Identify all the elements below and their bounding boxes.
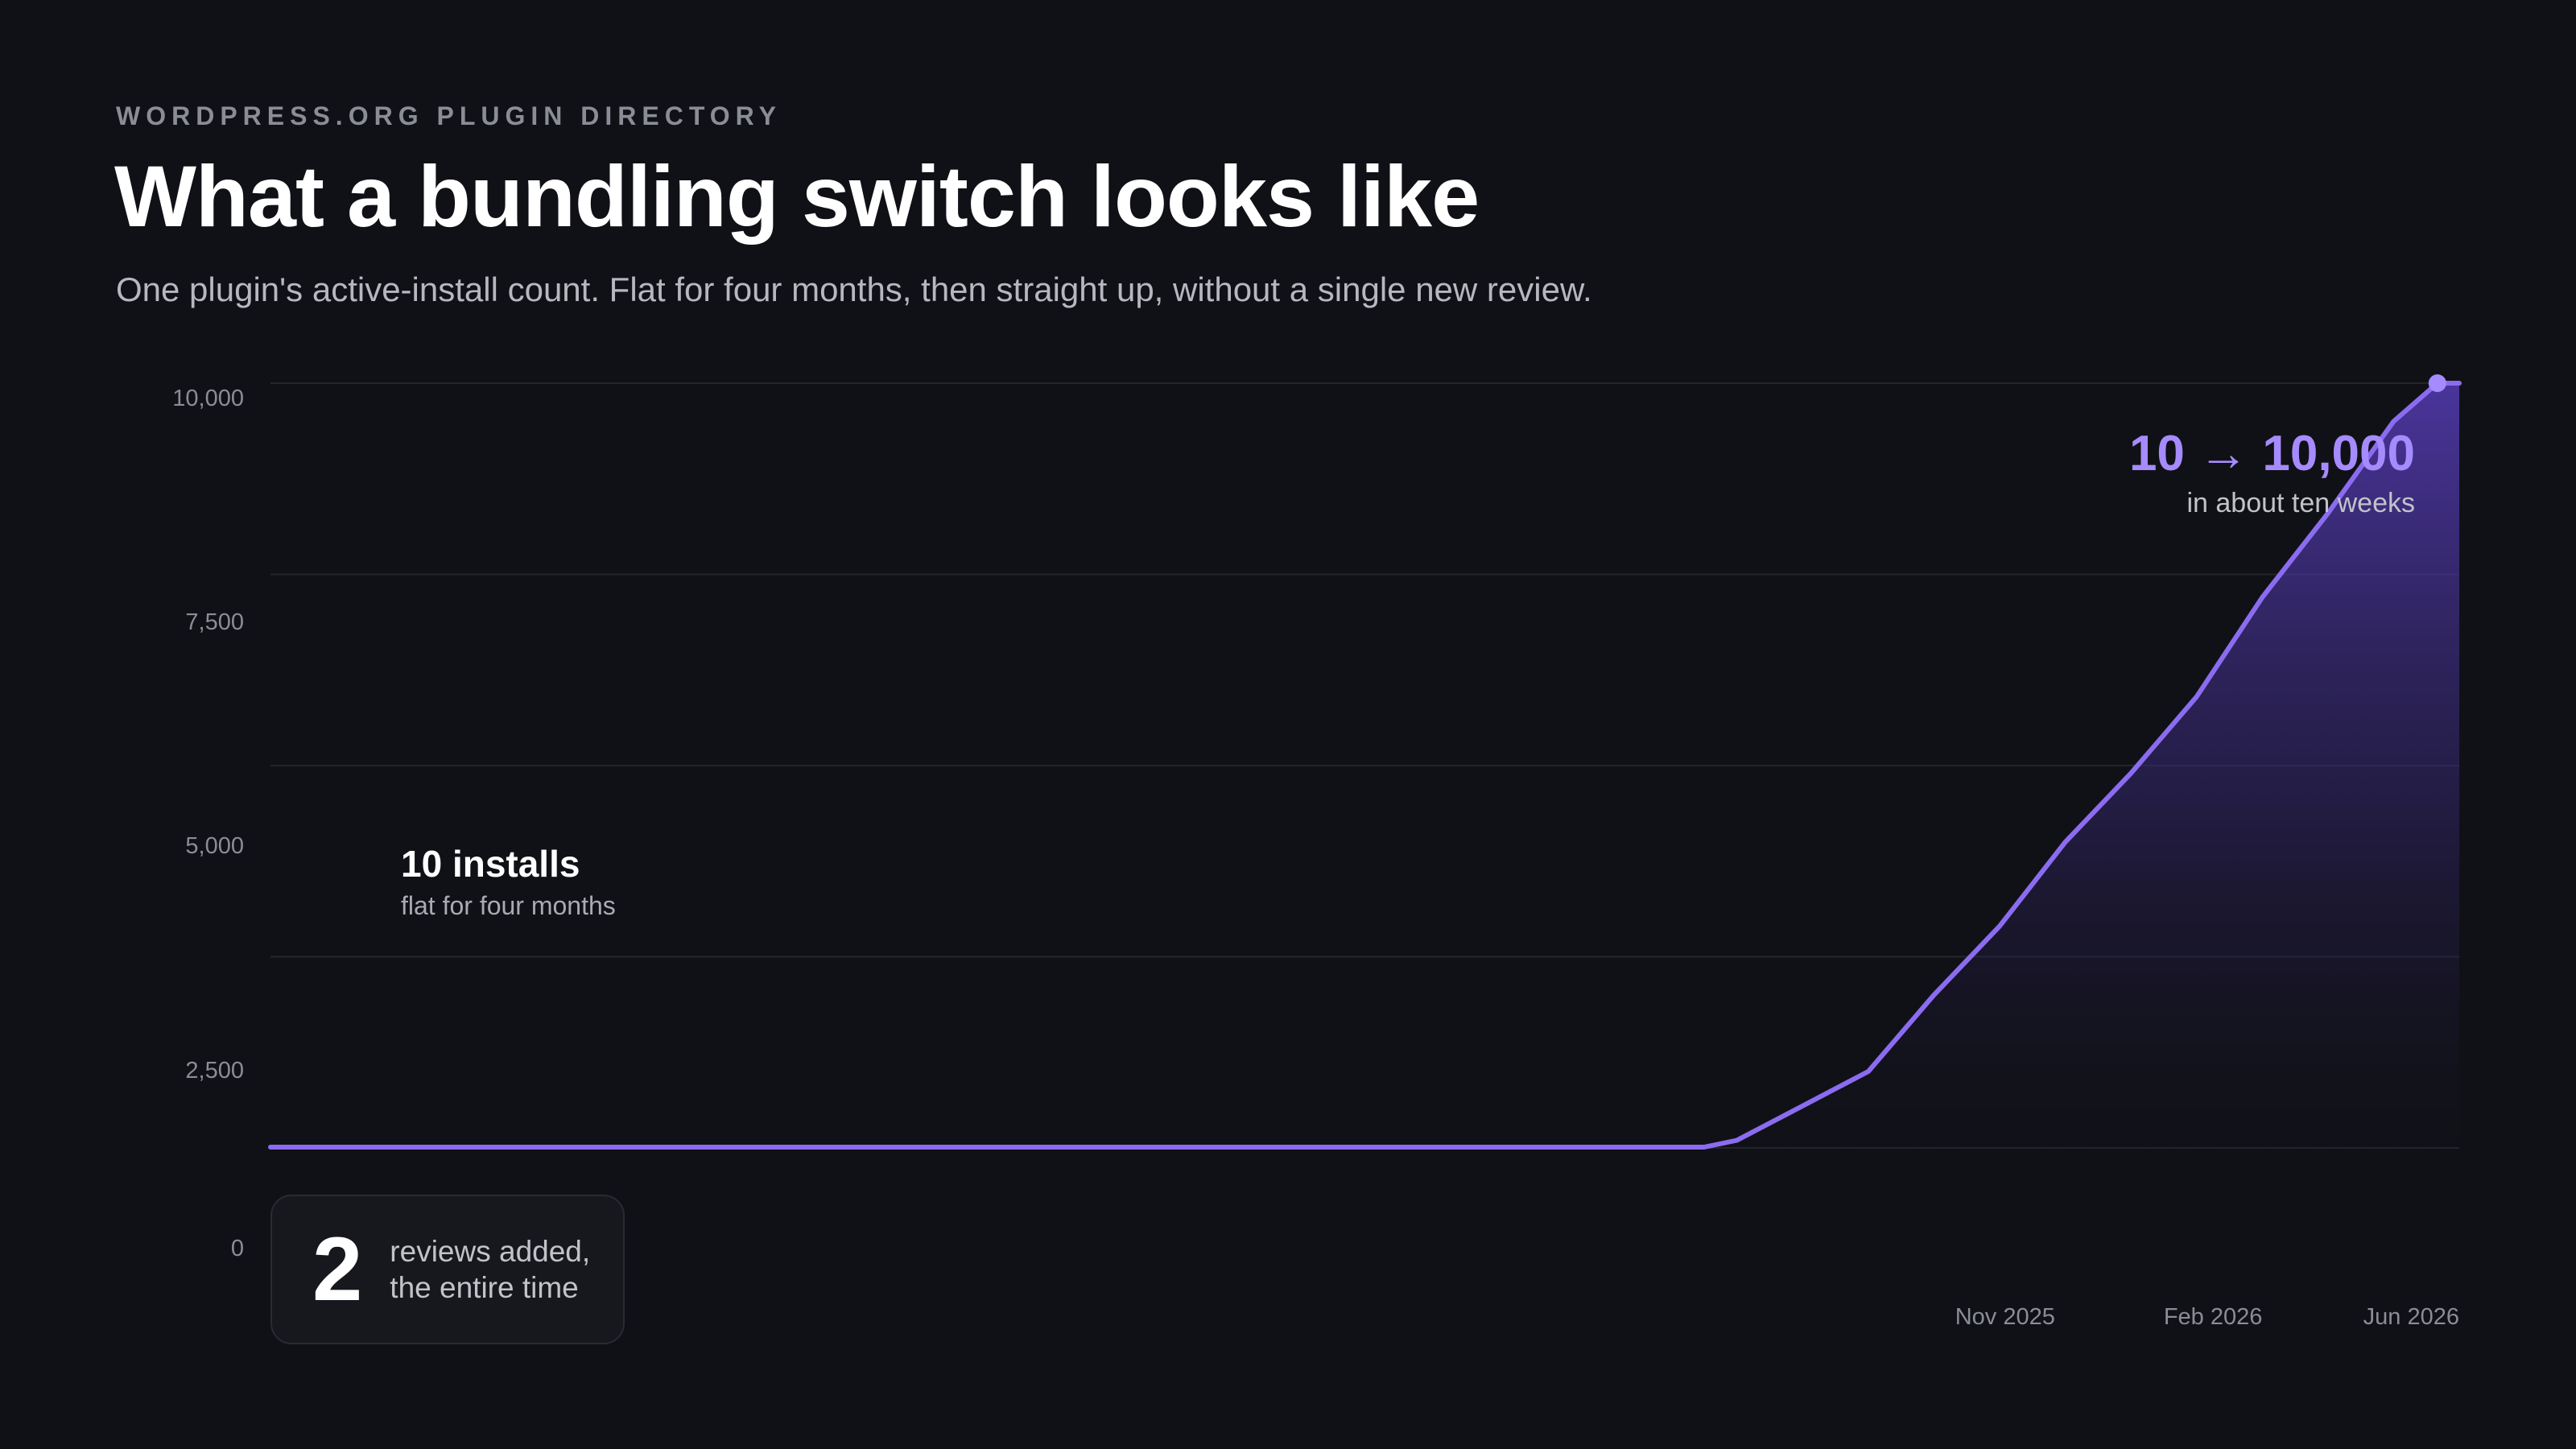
install-line (268, 381, 2462, 1150)
y-tick-label: 10,000 (172, 386, 244, 411)
x-tick-label: Jun 2026 (2363, 1304, 2459, 1330)
reviews-callout: 2 reviews added, the entire time (270, 1195, 625, 1344)
eyebrow-label: WORDPRESS.ORG PLUGIN DIRECTORY (116, 101, 782, 130)
reviews-caption: reviews added, the entire time (390, 1233, 590, 1306)
x-tick-label: Feb 2026 (2164, 1304, 2263, 1330)
flat-annotation-title: 10 installs (401, 843, 580, 885)
reviews-count: 2 (312, 1219, 363, 1319)
y-tick-label: 0 (231, 1236, 244, 1261)
y-tick-label: 2,500 (185, 1058, 244, 1084)
peak-point (2428, 374, 2446, 392)
y-axis-ticks: 0 2,500 5,000 7,500 10,000 (172, 386, 244, 1261)
y-tick-label: 7,500 (185, 609, 244, 635)
flat-annotation-subtitle: flat for four months (401, 891, 616, 920)
reviews-caption-line1: reviews added, (390, 1234, 591, 1268)
growth-annotation-subtitle: in about ten weeks (2186, 488, 2415, 518)
growth-annotation-title: 10 → 10,000 (2129, 426, 2415, 481)
y-tick-label: 5,000 (185, 833, 244, 859)
install-area (1703, 383, 2459, 1148)
x-axis-ticks: Nov 2025 Feb 2026 Jun 2026 (1955, 1304, 2459, 1330)
reviews-caption-line2: the entire time (390, 1271, 579, 1304)
x-tick-label: Nov 2025 (1955, 1304, 2055, 1330)
page-subtitle: One plugin's active-install count. Flat … (116, 270, 1592, 308)
page-title: What a bundling switch looks like (114, 147, 1480, 245)
